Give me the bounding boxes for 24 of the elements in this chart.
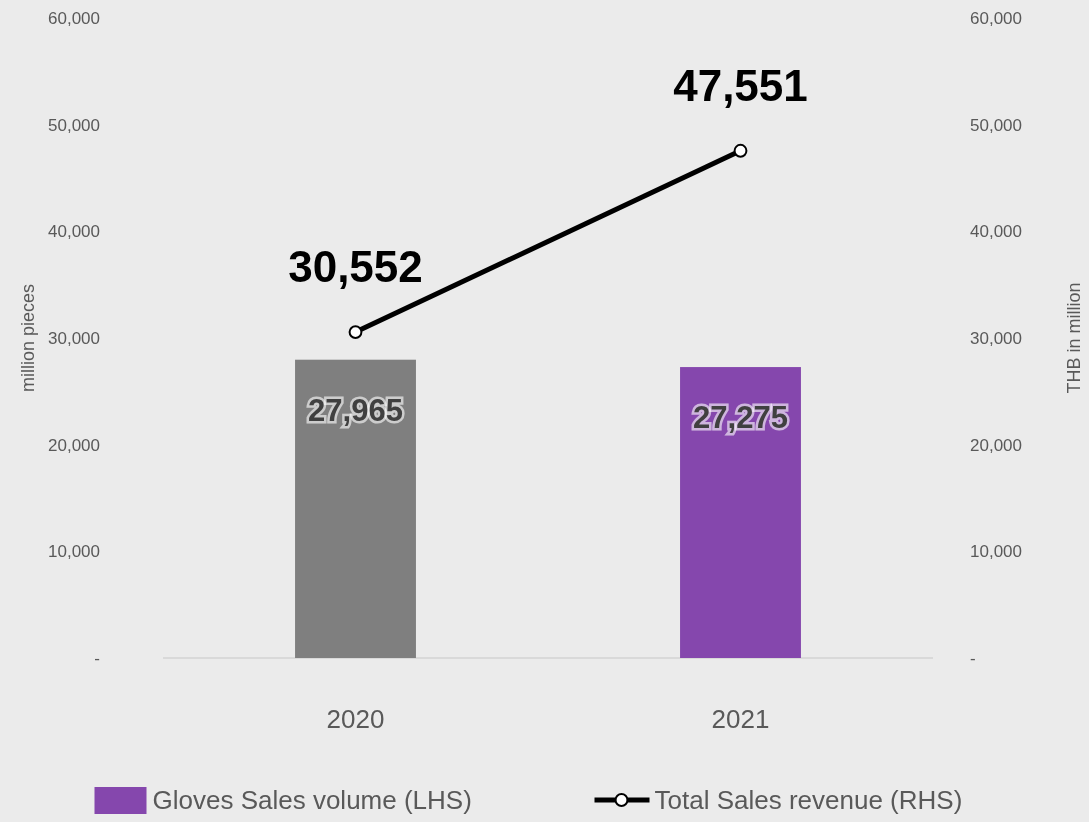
y-tick-label: 20,000: [48, 435, 100, 455]
y2-tick-label: 10,000: [970, 542, 1022, 562]
y2-tick-label: 40,000: [970, 222, 1022, 242]
data-label: 47,551: [673, 60, 808, 110]
data-label: 27,965: [308, 392, 403, 428]
legend-label: Total Sales revenue (RHS): [654, 785, 963, 816]
y2-tick-label: -: [970, 648, 976, 668]
y-tick-label: 60,000: [48, 8, 100, 28]
y2-axis-title: THB in million: [1064, 282, 1084, 394]
y-tick-label: 50,000: [48, 115, 100, 135]
y2-tick-label: 30,000: [970, 328, 1022, 348]
y-tick-label: -: [94, 648, 100, 668]
data-label: 30,552: [288, 242, 423, 292]
x-tick-label: 2021: [711, 704, 770, 734]
legend-label: Gloves Sales volume (LHS): [152, 785, 472, 816]
y-tick-label: 40,000: [48, 222, 100, 242]
x-tick-label: 2020: [326, 704, 385, 734]
data-label: 27,275: [693, 400, 788, 436]
y-tick-label: 30,000: [48, 328, 100, 348]
y2-tick-label: 60,000: [970, 8, 1022, 28]
y-tick-label: 10,000: [48, 542, 100, 562]
y-axis-title: million pieces: [18, 283, 38, 393]
y2-tick-label: 50,000: [970, 115, 1022, 135]
y2-tick-label: 20,000: [970, 435, 1022, 455]
